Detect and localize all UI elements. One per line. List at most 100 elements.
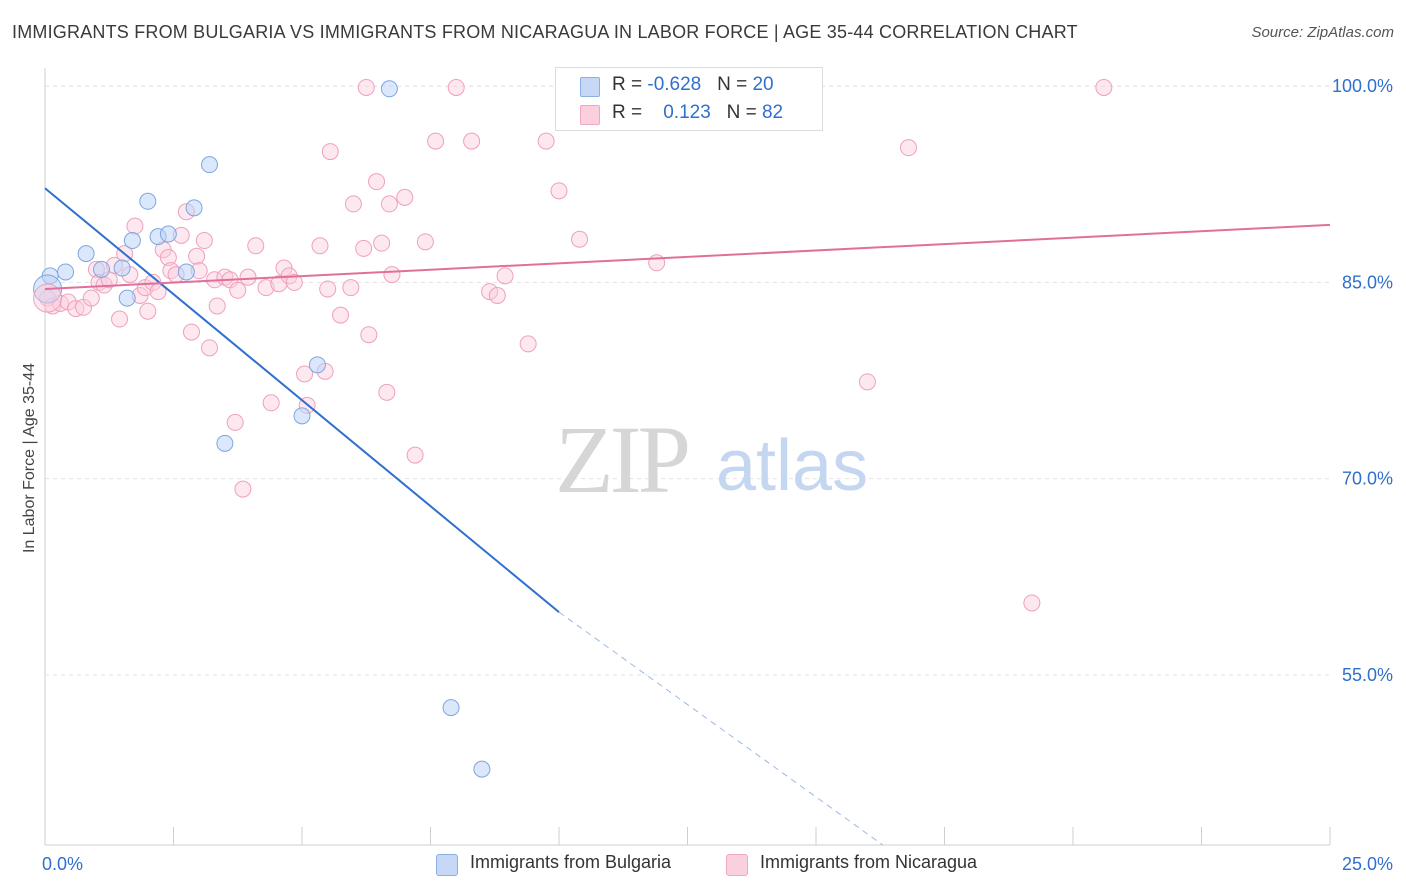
- bulgaria-trend-line: [44, 187, 560, 613]
- nicaragua-point-80: [1023, 594, 1041, 612]
- nicaragua-point-79: [900, 139, 918, 157]
- nicaragua-point-28: [188, 247, 206, 265]
- bulgaria-point-14: [293, 407, 311, 425]
- nicaragua-point-37: [229, 281, 247, 299]
- nicaragua-point-62: [383, 266, 401, 284]
- bulgaria-point-1: [57, 263, 75, 281]
- nicaragua-point-69: [481, 283, 499, 301]
- nicaragua-point-42: [262, 394, 280, 412]
- bulgaria-trend-extension: [558, 611, 884, 846]
- bulgaria-point-4: [113, 259, 131, 277]
- y-tick-label-3: 100.0%: [1332, 76, 1393, 96]
- legend-swatch-nicaragua: [580, 105, 600, 125]
- nicaragua-point-51: [319, 280, 337, 298]
- bottom-legend-swatch-bulgaria: [436, 854, 458, 876]
- nicaragua-point-12: [111, 310, 129, 328]
- bulgaria-point-5: [118, 289, 136, 307]
- x-tick-label-1: 25.0%: [1342, 854, 1393, 874]
- legend-stats-bulgaria: R = -0.628 N = 20: [612, 74, 774, 95]
- bulgaria-point-12: [200, 156, 218, 174]
- nicaragua-point-15: [126, 217, 144, 235]
- nicaragua-point-49: [311, 237, 329, 255]
- nicaragua-point-36: [226, 413, 244, 431]
- legend-stats-nicaragua: R = 0.123 N = 82: [612, 102, 784, 123]
- legend-n-nicaragua: 82: [761, 102, 784, 123]
- legend-r-nicaragua: 0.123: [663, 102, 711, 123]
- nicaragua-point-74: [550, 182, 568, 200]
- bulgaria-point-2: [77, 245, 95, 263]
- legend-swatch-bulgaria: [580, 77, 600, 97]
- nicaragua-point-54: [342, 279, 360, 297]
- y-tick-label-1: 70.0%: [1342, 469, 1393, 489]
- nicaragua-point-64: [406, 446, 424, 464]
- bulgaria-point-9: [159, 225, 177, 243]
- y-tick-label-2: 85.0%: [1342, 272, 1393, 292]
- nicaragua-point-cluster: [33, 283, 63, 313]
- nicaragua-point-39: [239, 268, 257, 286]
- nicaragua-point-30: [195, 232, 213, 250]
- stats-legend: R = -0.628 N = 20 R = 0.123 N = 82: [555, 67, 823, 131]
- nicaragua-point-46: [285, 273, 303, 291]
- nicaragua-point-58: [368, 173, 386, 191]
- nicaragua-point-63: [396, 188, 414, 206]
- nicaragua-point-65: [416, 233, 434, 251]
- nicaragua-point-33: [208, 297, 226, 315]
- bulgaria-point-16: [380, 80, 398, 98]
- nicaragua-point-60: [378, 383, 396, 401]
- nicaragua-point-78: [858, 373, 876, 391]
- nicaragua-point-27: [182, 323, 200, 341]
- watermark: ZIP atlas: [555, 406, 868, 513]
- nicaragua-trend-line: [44, 223, 1331, 290]
- nicaragua-point-68: [463, 132, 481, 150]
- bulgaria-point-7: [139, 192, 157, 210]
- nicaragua-point-59: [373, 234, 391, 252]
- legend-r-bulgaria: -0.628: [647, 74, 702, 95]
- legend-n-bulgaria: 20: [752, 74, 774, 95]
- nicaragua-point-81: [1095, 78, 1113, 96]
- bulgaria-point-10: [177, 263, 195, 281]
- bulgaria-point-3: [93, 260, 111, 278]
- bulgaria-point-15: [308, 356, 326, 374]
- bulgaria-point-18: [473, 760, 491, 778]
- nicaragua-point-55: [344, 195, 362, 213]
- nicaragua-point-71: [496, 267, 514, 285]
- bulgaria-point-11: [185, 199, 203, 217]
- bulgaria-point-6: [123, 232, 141, 250]
- watermark-zip: ZIP: [555, 406, 688, 513]
- nicaragua-point-67: [447, 78, 465, 96]
- x-tick-label-0: 0.0%: [42, 854, 83, 874]
- nicaragua-point-73: [537, 132, 555, 150]
- nicaragua-point-61: [380, 195, 398, 213]
- trend-lines: [44, 187, 1331, 846]
- chart-title: IMMIGRANTS FROM BULGARIA VS IMMIGRANTS F…: [12, 22, 1078, 42]
- nicaragua-point-57: [360, 326, 378, 344]
- nicaragua-point-41: [257, 279, 275, 297]
- axes: [44, 68, 1331, 846]
- bottom-legend-label-nicaragua: Immigrants from Nicaragua: [760, 852, 978, 872]
- nicaragua-point-66: [427, 132, 445, 150]
- nicaragua-point-47: [296, 365, 314, 383]
- nicaragua-point-70: [488, 287, 506, 304]
- tick-labels: 55.0% 70.0% 85.0% 100.0% 0.0% 25.0%: [42, 76, 1393, 874]
- y-tick-label-0: 55.0%: [1342, 665, 1393, 685]
- watermark-atlas: atlas: [716, 426, 868, 506]
- nicaragua-point-75: [571, 230, 589, 248]
- nicaragua-point-38: [234, 480, 252, 498]
- nicaragua-point-31: [200, 339, 218, 357]
- nicaragua-point-77: [357, 78, 375, 96]
- nicaragua-point-6: [82, 289, 100, 307]
- nicaragua-point-40: [247, 237, 265, 255]
- nicaragua-point-22: [159, 249, 177, 267]
- nicaragua-point-52: [321, 143, 339, 161]
- nicaragua-point-18: [139, 302, 157, 320]
- bulgaria-point-17: [442, 699, 460, 717]
- nicaragua-point-53: [332, 306, 350, 324]
- bottom-legend-swatch-nicaragua: [726, 854, 748, 876]
- nicaragua-point-72: [519, 335, 537, 353]
- nicaragua-point-56: [355, 239, 373, 257]
- y-axis-title: In Labor Force | Age 35-44: [21, 362, 38, 554]
- grid-lines: [45, 85, 1330, 676]
- bottom-legend-label-bulgaria: Immigrants from Bulgaria: [470, 852, 672, 872]
- chart-source: Source: ZipAtlas.com: [1251, 24, 1394, 41]
